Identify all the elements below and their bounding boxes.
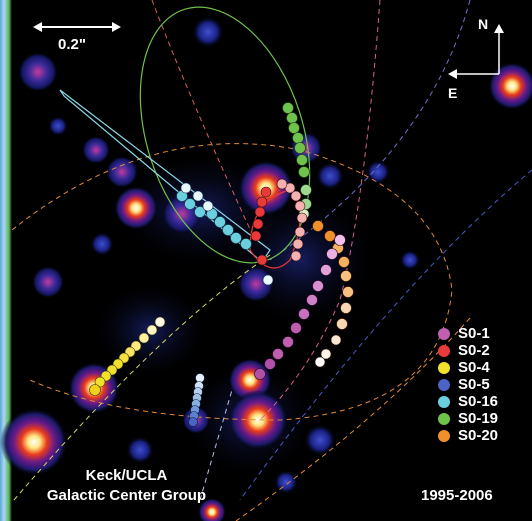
north-label: N	[478, 16, 489, 32]
stars	[0, 16, 532, 521]
year-range: 1995-2006	[421, 487, 493, 504]
compass	[448, 24, 504, 79]
legend-label: S0-5	[458, 376, 490, 393]
legend-dot-icon	[438, 378, 450, 391]
scale-bar-label: 0.2"	[58, 36, 86, 53]
track-s0-5	[188, 373, 205, 427]
legend-item: S0-16	[438, 393, 498, 410]
legend-label: S0-20	[458, 427, 499, 444]
credit-line-2: Galactic Center Group	[46, 487, 207, 504]
east-label: E	[448, 85, 458, 101]
legend-dot-icon	[438, 327, 450, 340]
legend: S0-1 S0-2 S0-4 S0-5 S0-16 S0-19 S0-20	[438, 325, 498, 444]
legend-dot-icon	[438, 429, 450, 442]
legend-dot-icon	[438, 412, 450, 425]
legend-label: S0-2	[458, 342, 490, 359]
track-s0-2	[250, 178, 308, 266]
credit-line-1: Keck/UCLA	[85, 467, 168, 484]
legend-item: S0-2	[438, 342, 498, 359]
legend-item: S0-5	[438, 376, 498, 393]
legend-item: S0-20	[438, 427, 498, 444]
legend-label: S0-19	[458, 410, 499, 427]
legend-item: S0-4	[438, 359, 498, 376]
scale-bar	[33, 22, 121, 32]
credit: Keck/UCLA Galactic Center Group	[24, 466, 229, 506]
legend-label: S0-1	[458, 325, 490, 342]
legend-dot-icon	[438, 395, 450, 408]
track-s0-4	[89, 316, 166, 396]
legend-label: S0-16	[458, 393, 499, 410]
legend-dot-icon	[438, 344, 450, 357]
legend-item: S0-1	[438, 325, 498, 342]
legend-item: S0-19	[438, 410, 498, 427]
track-s0-1	[254, 234, 346, 380]
legend-label: S0-4	[458, 359, 490, 376]
orbit-paths	[11, 0, 532, 521]
legend-dot-icon	[438, 361, 450, 374]
track-s0-16	[176, 182, 274, 286]
